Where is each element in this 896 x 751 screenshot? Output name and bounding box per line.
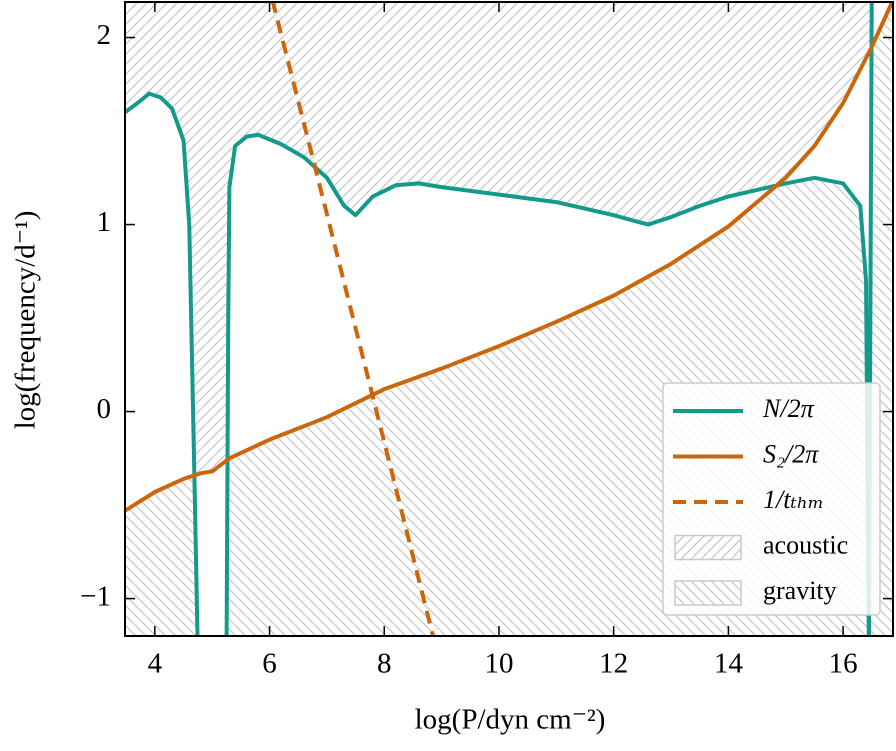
legend-label: gravity bbox=[763, 576, 837, 605]
x-tick-label: 14 bbox=[714, 648, 744, 680]
legend: N/2π S₂/2π 1/tₜₕₘ acoustic gravity bbox=[662, 382, 881, 616]
legend-label: S₂/2π bbox=[763, 439, 819, 468]
x-tick-label: 16 bbox=[829, 648, 858, 680]
legend-label: N/2π bbox=[762, 394, 815, 423]
series-line bbox=[125, 2, 874, 636]
y-axis-label: log(frequency/d⁻¹) bbox=[10, 211, 42, 430]
y-tick-label: −1 bbox=[80, 580, 111, 612]
x-tick-label: 8 bbox=[377, 648, 392, 680]
x-tick-label: 12 bbox=[599, 648, 628, 680]
x-tick-label: 4 bbox=[148, 648, 163, 680]
series-line bbox=[270, 2, 435, 636]
y-tick-label: 1 bbox=[97, 206, 112, 238]
acoustic-region bbox=[125, 2, 872, 476]
legend-label: acoustic bbox=[763, 530, 848, 559]
x-tick-label: 10 bbox=[484, 648, 513, 680]
plot-frame bbox=[124, 1, 894, 637]
series-line bbox=[125, 2, 893, 513]
y-tick-label: 0 bbox=[97, 393, 112, 425]
legend-swatch bbox=[674, 534, 742, 561]
legend-swatch bbox=[674, 580, 742, 606]
x-axis-label: log(P/dyn cm⁻²) bbox=[415, 704, 606, 736]
lines bbox=[125, 2, 893, 636]
legend-label: 1/tₜₕₘ bbox=[763, 485, 824, 514]
x-tick-label: 6 bbox=[262, 648, 277, 680]
y-tick-label: 2 bbox=[97, 19, 112, 51]
